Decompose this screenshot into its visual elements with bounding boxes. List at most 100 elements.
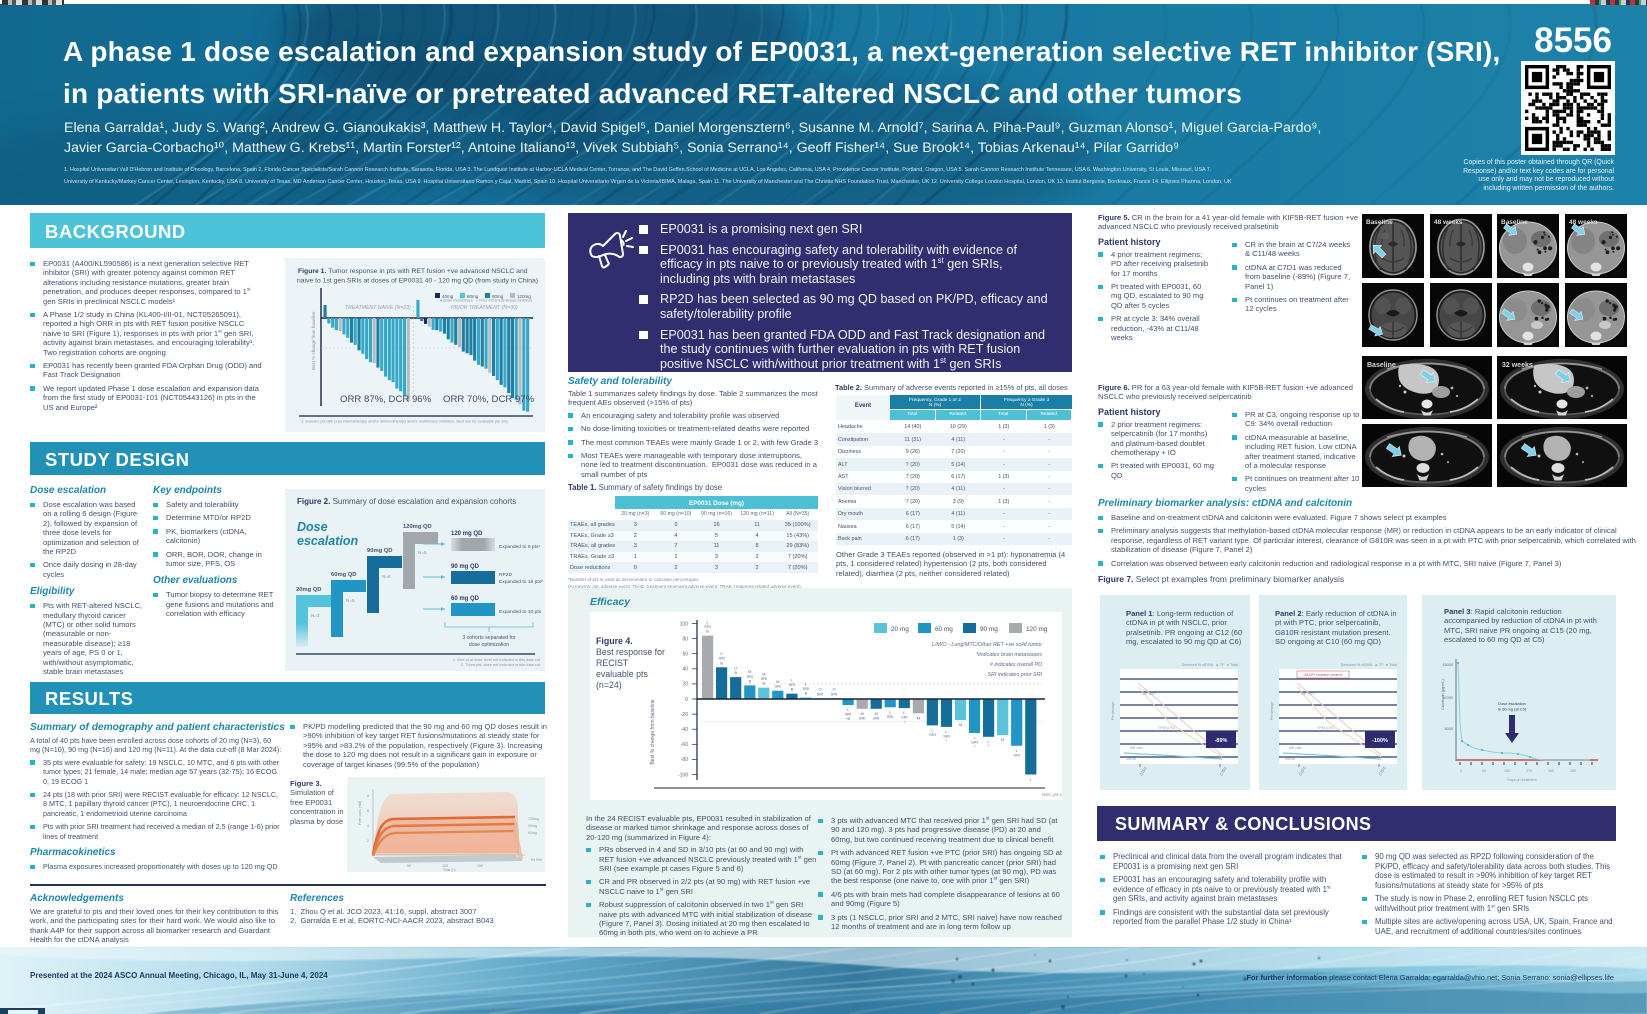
svg-text:escalation: escalation — [297, 534, 359, 548]
svg-text:SRI: SRI — [718, 656, 725, 661]
svg-text:B: B — [791, 687, 794, 692]
svg-text:100: 100 — [680, 621, 689, 627]
svg-text:# indicates overall PD: # indicates overall PD — [990, 662, 1042, 668]
svg-text:60 mg QD: 60 mg QD — [451, 596, 480, 602]
svg-text:*: * — [974, 744, 976, 749]
svg-text:-89%: -89% — [1215, 738, 1228, 744]
svg-text:360: 360 — [1548, 769, 1554, 773]
svg-text:-80: -80 — [681, 757, 688, 763]
svg-text:L: L — [945, 729, 948, 734]
svg-text:L: L — [987, 739, 990, 744]
svg-text:48 weeks: 48 weeks — [1569, 219, 1598, 226]
svg-text:150: 150 — [477, 864, 483, 868]
svg-text:t½ 99h: t½ 99h — [531, 858, 542, 862]
svg-text:KIF. RET: KIF. RET — [1142, 692, 1157, 696]
svg-text:40: 40 — [682, 667, 688, 673]
svg-text:L: L — [791, 678, 794, 683]
svg-text:60mg: 60mg — [528, 831, 537, 835]
svg-text:-100%: -100% — [1372, 738, 1388, 744]
svg-text:B: B — [748, 678, 751, 683]
svg-text:90: 90 — [1482, 769, 1486, 773]
svg-text:SRI: SRI — [746, 674, 753, 679]
svg-text:SRI: SRI — [971, 740, 978, 745]
svg-text:20mg QD: 20mg QD — [296, 587, 321, 593]
svg-text:100: 100 — [442, 864, 448, 868]
svg-text:Detected % cfDNA ▲ TF ● Tota: Detected % cfDNA ▲ TF ● Total — [1182, 663, 1239, 667]
svg-text:Free conc (nM): Free conc (nM) — [358, 801, 362, 825]
svg-text:M: M — [762, 672, 765, 677]
svg-text:Expanded to 16 pts²: Expanded to 16 pts² — [499, 579, 543, 585]
svg-text:450: 450 — [1570, 769, 1576, 773]
svg-text:B: B — [720, 660, 723, 665]
svg-text:0: 0 — [685, 697, 688, 703]
svg-text:SRI: SRI — [859, 715, 866, 720]
svg-text:SRI: SRI — [774, 684, 781, 689]
svg-text:M: M — [776, 679, 779, 684]
svg-text:KIF. RET: KIF. RET — [1301, 692, 1316, 696]
svg-text:120mg QD: 120mg QD — [403, 524, 432, 530]
svg-text:Percentage: Percentage — [1111, 702, 1115, 720]
svg-text:O: O — [734, 666, 737, 671]
svg-text:to 60 mg (at C5): to 60 mg (at C5) — [1498, 707, 1527, 712]
svg-text:● Brain metastases + Prior T: ● Brain metastases + Prior TKI (multi-ki… — [440, 299, 533, 303]
svg-text:Calcitonin (pg/mL): Calcitonin (pg/mL) — [1441, 678, 1445, 710]
svg-text:-20: -20 — [681, 712, 688, 718]
svg-text:2: 2 — [367, 839, 369, 843]
svg-text:60 mg: 60 mg — [935, 626, 953, 633]
svg-text:N=3: N=3 — [311, 613, 320, 618]
svg-text:Note: pts showing PD change ar: Note: pts showing PD change are 120 mg (… — [1042, 792, 1062, 797]
svg-text:20 mg: 20 mg — [891, 626, 909, 633]
svg-text:naive to 1st gen SRIs at doses: naive to 1st gen SRIs at doses of EP0031… — [297, 278, 538, 285]
svg-text:L: L — [1030, 777, 1033, 782]
svg-text:90 mg: 90 mg — [980, 626, 998, 633]
svg-text:Expanded to 10 pts: Expanded to 10 pts — [499, 609, 542, 615]
svg-text:M: M — [1001, 737, 1004, 742]
svg-text:cfDNA: cfDNA — [1285, 757, 1296, 761]
svg-text:SRI: SRI — [943, 734, 950, 739]
svg-text:M: M — [748, 669, 751, 674]
svg-text:G810R mutation cleared: G810R mutation cleared — [1304, 673, 1343, 677]
svg-text:SRI: SRI — [929, 732, 936, 737]
svg-text:SRI: SRI — [887, 714, 894, 719]
svg-text:C: C — [720, 651, 723, 656]
svg-text:MR ratio: MR ratio — [1130, 746, 1143, 750]
svg-text:PRIOR TREATMENT (N=30): PRIOR TREATMENT (N=30) — [451, 305, 518, 311]
svg-text:RP2D: RP2D — [499, 572, 513, 578]
svg-text:N=5: N=5 — [418, 550, 427, 555]
svg-text:M: M — [959, 722, 962, 727]
svg-text:120 mg QD: 120 mg QD — [451, 531, 483, 537]
svg-text:80: 80 — [682, 636, 688, 642]
svg-text:M: M — [875, 711, 878, 716]
svg-text:90 mg QD: 90 mg QD — [451, 564, 480, 570]
svg-text:270: 270 — [1526, 769, 1532, 773]
svg-text:*B: *B — [846, 716, 851, 721]
svg-text:90mg QD: 90mg QD — [367, 548, 392, 554]
svg-text:SRI: SRI — [901, 715, 908, 720]
svg-text:Dose escalation: Dose escalation — [1498, 701, 1526, 706]
svg-text:15000: 15000 — [1442, 663, 1453, 667]
svg-text:Figure 2. Summary of dose esca: Figure 2. Summary of dose escalation and… — [297, 497, 516, 506]
svg-text:O: O — [832, 687, 835, 692]
svg-text:10000: 10000 — [1442, 696, 1453, 700]
svg-text:O: O — [818, 687, 821, 692]
svg-text:SRI indicates prior SRI: SRI indicates prior SRI — [987, 672, 1042, 678]
svg-text:SRI: SRI — [831, 691, 838, 696]
svg-text:-100: -100 — [678, 772, 688, 778]
svg-text:Baseline: Baseline — [1366, 219, 1393, 226]
svg-text:B: B — [706, 629, 709, 634]
svg-text:L/M/O - Lung/MTC/Other RET +ve: L/M/O - Lung/MTC/Other RET +ve solid tum… — [932, 642, 1042, 648]
svg-text:MR ratio: MR ratio — [1289, 746, 1302, 750]
svg-text:-60: -60 — [681, 742, 688, 748]
svg-text:SRI: SRI — [704, 624, 711, 629]
svg-text:TP53 p.R2..: TP53 p.R2.. — [1317, 726, 1336, 730]
svg-text:60: 60 — [682, 652, 688, 658]
svg-text:SRI: SRI — [845, 712, 852, 717]
svg-text:Days on treatment: Days on treatment — [1507, 778, 1536, 782]
svg-text:90mg: 90mg — [528, 824, 537, 828]
svg-text:SRI: SRI — [760, 676, 767, 681]
svg-text:60mg QD: 60mg QD — [331, 572, 356, 578]
svg-text:5000: 5000 — [1445, 727, 1453, 731]
svg-text:8: 8 — [367, 794, 369, 798]
svg-text:N=5: N=5 — [346, 598, 355, 603]
svg-text:C1D1: C1D1 — [1139, 766, 1147, 776]
